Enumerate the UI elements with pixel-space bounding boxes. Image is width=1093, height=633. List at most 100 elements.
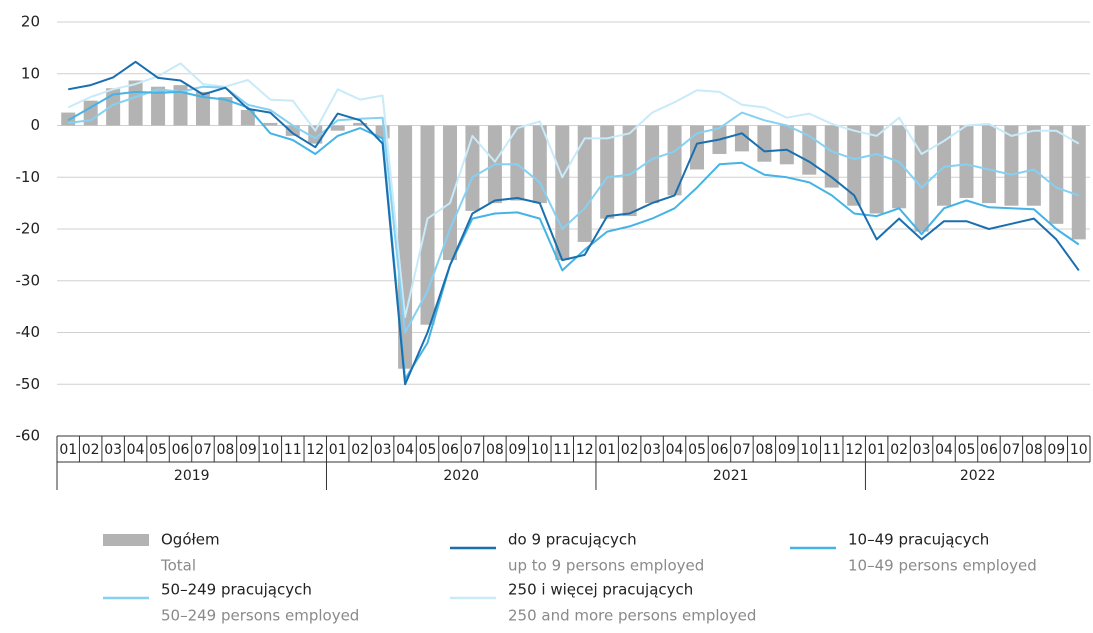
x-tick-label: 11 xyxy=(823,442,841,458)
bar xyxy=(1049,125,1064,224)
x-tick-label: 11 xyxy=(553,442,571,458)
x-tick-label: 06 xyxy=(441,442,459,458)
legend-label-en: 50–249 persons employed xyxy=(161,607,359,625)
x-tick-label: 02 xyxy=(82,442,100,458)
x-tick-label: 02 xyxy=(890,442,908,458)
x-tick-label: 06 xyxy=(980,442,998,458)
x-tick-label: 10 xyxy=(531,442,549,458)
x-tick-label: 09 xyxy=(508,442,526,458)
x-tick-label: 04 xyxy=(935,442,953,458)
y-tick-label: 20 xyxy=(21,13,40,31)
x-tick-label: 06 xyxy=(172,442,190,458)
x-tick-label: 10 xyxy=(261,442,279,458)
x-tick-label: 04 xyxy=(396,442,414,458)
x-tick-label: 11 xyxy=(284,442,302,458)
x-tick-label: 01 xyxy=(868,442,886,458)
x-tick-label: 07 xyxy=(464,442,482,458)
bar xyxy=(61,112,76,126)
bar xyxy=(442,125,457,261)
bar xyxy=(645,125,660,204)
x-tick-label: 03 xyxy=(913,442,931,458)
bar xyxy=(937,125,952,206)
x-tick-label: 05 xyxy=(149,442,167,458)
year-label: 2022 xyxy=(960,468,996,484)
bar xyxy=(892,125,907,209)
line xyxy=(67,90,1080,381)
year-label: 2020 xyxy=(443,468,479,484)
y-tick-label: -60 xyxy=(16,427,41,445)
bar xyxy=(532,125,547,204)
x-tick-label: 02 xyxy=(351,442,369,458)
bar xyxy=(1004,125,1019,206)
bar xyxy=(869,125,884,214)
x-tick-label: 04 xyxy=(666,442,684,458)
x-tick-label: 05 xyxy=(958,442,976,458)
year-label: 2019 xyxy=(174,468,210,484)
legend-label: Ogółem xyxy=(161,531,220,549)
y-tick-label: -40 xyxy=(16,323,41,341)
line xyxy=(67,62,1080,318)
bar xyxy=(240,109,255,126)
x-tick-label: 07 xyxy=(1002,442,1020,458)
y-tick-label: -20 xyxy=(16,220,41,238)
x-tick-label: 01 xyxy=(598,442,616,458)
bar xyxy=(83,100,98,126)
x-tick-label: 09 xyxy=(1047,442,1065,458)
bar xyxy=(195,91,210,126)
legend-label-en: Total xyxy=(160,557,196,575)
bar xyxy=(600,125,615,219)
x-tick-label: 07 xyxy=(733,442,751,458)
bar xyxy=(622,125,637,217)
x-tick-label: 08 xyxy=(486,442,504,458)
x-tick-label: 06 xyxy=(711,442,729,458)
bar xyxy=(128,80,143,126)
x-tick-label: 09 xyxy=(778,442,796,458)
bar xyxy=(1026,125,1041,206)
x-tick-label: 12 xyxy=(845,442,863,458)
x-tick-label: 07 xyxy=(194,442,212,458)
legend-label-en: up to 9 persons employed xyxy=(508,557,704,575)
y-tick-label: 10 xyxy=(21,64,40,82)
x-tick-label: 08 xyxy=(217,442,235,458)
bar xyxy=(577,125,592,242)
year-label: 2021 xyxy=(713,468,749,484)
bar xyxy=(959,125,974,198)
x-tick-label: 01 xyxy=(329,442,347,458)
bar xyxy=(218,97,233,126)
x-tick-label: 08 xyxy=(1025,442,1043,458)
bar xyxy=(420,125,435,325)
bar xyxy=(151,86,166,126)
y-tick-label: -10 xyxy=(16,168,41,186)
legend-label: do 9 pracujących xyxy=(508,531,637,549)
bar xyxy=(555,125,570,261)
line xyxy=(68,60,1080,386)
bar xyxy=(173,85,188,126)
x-tick-label: 10 xyxy=(800,442,818,458)
bar xyxy=(981,125,996,204)
x-tick-label: 08 xyxy=(755,442,773,458)
bar xyxy=(667,125,682,196)
x-tick-label: 05 xyxy=(688,442,706,458)
bar xyxy=(779,125,794,165)
x-tick-label: 03 xyxy=(104,442,122,458)
legend-swatch xyxy=(103,534,149,546)
x-tick-label: 12 xyxy=(576,442,594,458)
bar xyxy=(510,125,525,201)
bar xyxy=(1071,125,1086,240)
legend-label: 50–249 pracujących xyxy=(161,581,312,599)
x-tick-label: 03 xyxy=(374,442,392,458)
legend-label-en: 10–49 persons employed xyxy=(848,557,1037,575)
x-tick-label: 10 xyxy=(1070,442,1088,458)
x-tick-label: 05 xyxy=(419,442,437,458)
x-tick-label: 12 xyxy=(306,442,324,458)
bar xyxy=(734,125,749,152)
bar xyxy=(308,125,323,144)
bar xyxy=(847,125,862,206)
legend-label-en: 250 and more persons employed xyxy=(508,607,756,625)
bar xyxy=(263,122,278,126)
x-tick-label: 04 xyxy=(127,442,145,458)
line xyxy=(68,85,1080,334)
bar xyxy=(353,122,368,126)
x-tick-label: 02 xyxy=(621,442,639,458)
